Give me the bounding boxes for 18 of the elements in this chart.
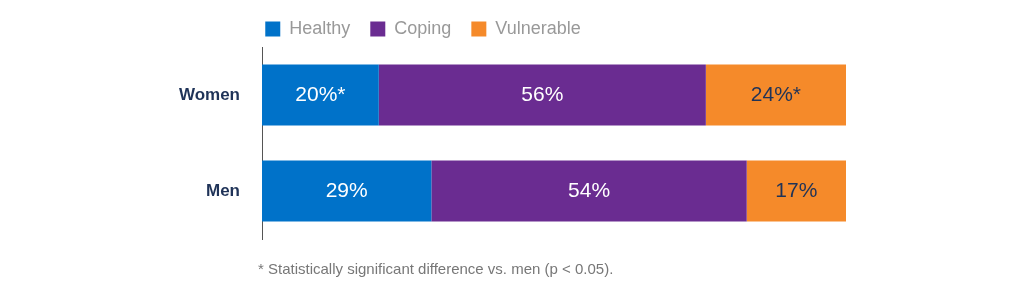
- data-label: 56%: [521, 81, 564, 105]
- bar: [705, 64, 846, 126]
- data-label: 17%: [775, 177, 818, 201]
- bar: [262, 64, 379, 126]
- bar: [262, 160, 432, 222]
- data-label: 20%*: [295, 81, 346, 105]
- text: * Statistically significant difference vs. men (p < 0.05).: [258, 260, 614, 277]
- data-label: 29%: [325, 177, 368, 201]
- legend-label: Healthy: [289, 17, 351, 38]
- legend-label: Coping: [394, 17, 452, 38]
- data-label: 24%*: [750, 81, 802, 105]
- legend-label: Vulnerable: [495, 17, 581, 38]
- bar: [746, 160, 846, 222]
- bar: [378, 64, 706, 126]
- y-tick-label: Women: [178, 84, 240, 104]
- bar: [431, 160, 747, 222]
- data-label: 54%: [568, 177, 611, 201]
- y-tick-label: Men: [206, 180, 240, 200]
